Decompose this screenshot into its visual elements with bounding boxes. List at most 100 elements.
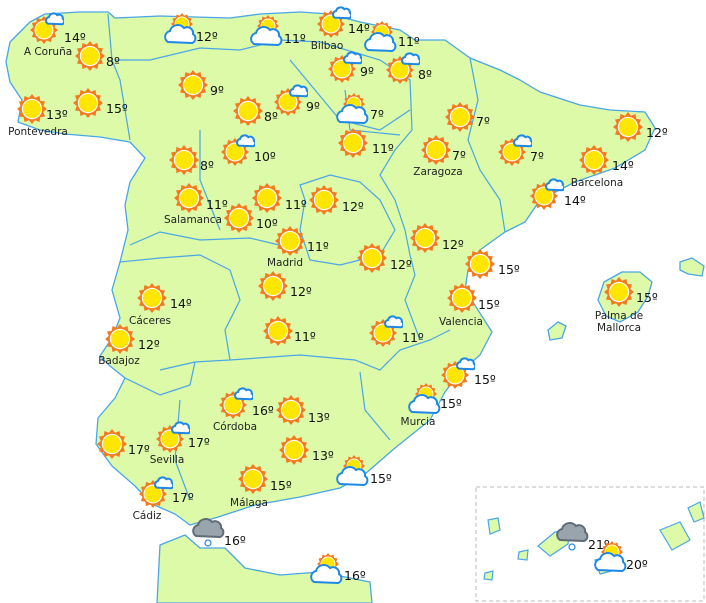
sun-icon xyxy=(75,41,105,71)
temperature: 15º xyxy=(478,297,500,312)
temperature: 12º xyxy=(442,237,464,252)
temperature: 11º xyxy=(294,329,316,344)
city-label: Salamanca xyxy=(164,214,222,226)
temperature: 14º xyxy=(564,193,586,208)
weather-station: 11º xyxy=(364,21,420,53)
city-label: Bilbao xyxy=(310,40,344,52)
temperature: 16º xyxy=(224,533,246,548)
cloud-sun-icon xyxy=(250,15,283,47)
city-label: Córdoba xyxy=(212,421,258,433)
weather-station: 11º Madrid xyxy=(267,226,329,269)
temperature: 7º xyxy=(370,107,384,122)
temperature: 12º xyxy=(390,257,412,272)
sun-icon xyxy=(252,183,282,213)
weather-station: 10º xyxy=(221,134,276,166)
sun-icon xyxy=(279,435,309,465)
temperature: 11º xyxy=(206,197,228,212)
weather-station: 15º xyxy=(73,88,128,118)
sun-icon xyxy=(447,283,477,313)
temperature: 17º xyxy=(188,435,210,450)
weather-station: 13º xyxy=(276,395,330,425)
weather-station: 21º xyxy=(556,522,610,552)
menorca xyxy=(679,257,705,277)
temperature: 14º xyxy=(64,30,86,45)
temperature: 16º xyxy=(344,568,366,583)
sun-icon xyxy=(357,243,387,273)
cloud-sun-icon xyxy=(336,455,369,487)
sun-icon xyxy=(309,185,339,215)
temperature: 8º xyxy=(264,109,278,124)
weather-station: 8º xyxy=(169,145,214,175)
temperature: 8º xyxy=(106,54,120,69)
city-label: Valencia xyxy=(439,316,483,328)
sun-cloud-icon xyxy=(317,6,351,38)
city-label: Cádiz xyxy=(132,510,162,522)
temperature: 15º xyxy=(498,262,520,277)
temperature: 17º xyxy=(172,490,194,505)
weather-station: 7º xyxy=(498,134,544,166)
weather-station: 17º xyxy=(97,429,150,459)
weather-station: 7º Zaragoza xyxy=(413,135,466,178)
rain-icon xyxy=(556,522,589,551)
temperature: 15º xyxy=(474,372,496,387)
weather-station: 12º xyxy=(309,185,364,215)
sun-icon xyxy=(169,145,199,175)
sun-cloud-icon xyxy=(530,178,564,210)
weather-station: 16º xyxy=(192,518,246,548)
canary-islands-inset xyxy=(475,486,705,602)
sun-icon xyxy=(73,88,103,118)
temperature: 15º xyxy=(270,478,292,493)
weather-station: 15º Málaga xyxy=(230,464,292,509)
weather-station: 14º A Coruña xyxy=(24,12,86,58)
sun-icon xyxy=(238,464,268,494)
sun-icon xyxy=(137,283,167,313)
temperature: 10º xyxy=(254,149,276,164)
temperature: 9º xyxy=(210,83,224,98)
weather-station: 17º Cádiz xyxy=(133,476,194,522)
sun-icon xyxy=(613,112,643,142)
weather-station: 16º xyxy=(310,553,366,585)
cloud-sun-icon xyxy=(164,13,197,45)
sun-icon xyxy=(258,271,288,301)
city-label: Zaragoza xyxy=(413,166,463,178)
temperature: 13º xyxy=(308,410,330,425)
sun-icon xyxy=(105,324,135,354)
sun-icon xyxy=(421,135,451,165)
weather-station: 7º xyxy=(445,102,490,132)
sun-cloud-icon xyxy=(386,52,420,84)
weather-station: 14º xyxy=(530,178,586,210)
temperature: 15º xyxy=(370,471,392,486)
temperature: 20º xyxy=(626,557,648,572)
temperature: 12º xyxy=(290,284,312,299)
sun-icon xyxy=(233,96,263,126)
sun-cloud-icon xyxy=(156,421,190,453)
sun-icon xyxy=(174,183,204,213)
temperature: 16º xyxy=(252,403,274,418)
weather-station: 15º xyxy=(441,357,496,389)
city-label: Barcelona xyxy=(570,177,624,189)
temperature: 15º xyxy=(636,290,658,305)
sun-cloud-icon xyxy=(139,476,173,508)
temperature: 7º xyxy=(530,149,544,164)
weather-station: 15º xyxy=(465,249,520,279)
temperature: 7º xyxy=(452,148,466,163)
sun-cloud-icon xyxy=(328,51,362,83)
sun-cloud-icon xyxy=(498,134,532,166)
sun-icon xyxy=(178,70,208,100)
city-label: Murcia xyxy=(400,416,436,428)
temperature: 12º xyxy=(196,29,218,44)
weather-station: 12º xyxy=(357,243,412,273)
sun-icon xyxy=(604,277,634,307)
temperature: 9º xyxy=(306,99,320,114)
temperature: 15º xyxy=(440,396,462,411)
sun-icon xyxy=(445,102,475,132)
sun-cloud-icon xyxy=(219,387,253,419)
city-label: Madrid xyxy=(266,257,304,269)
weather-station: 14º Bilbao xyxy=(311,6,370,52)
city-label: Pontevedra xyxy=(8,126,68,138)
cloud-sun-icon xyxy=(594,541,627,573)
city-label: Palma de Mallorca xyxy=(594,310,644,334)
sun-icon xyxy=(224,203,254,233)
weather-station: 11º xyxy=(250,15,306,47)
city-label: Cáceres xyxy=(128,315,172,327)
